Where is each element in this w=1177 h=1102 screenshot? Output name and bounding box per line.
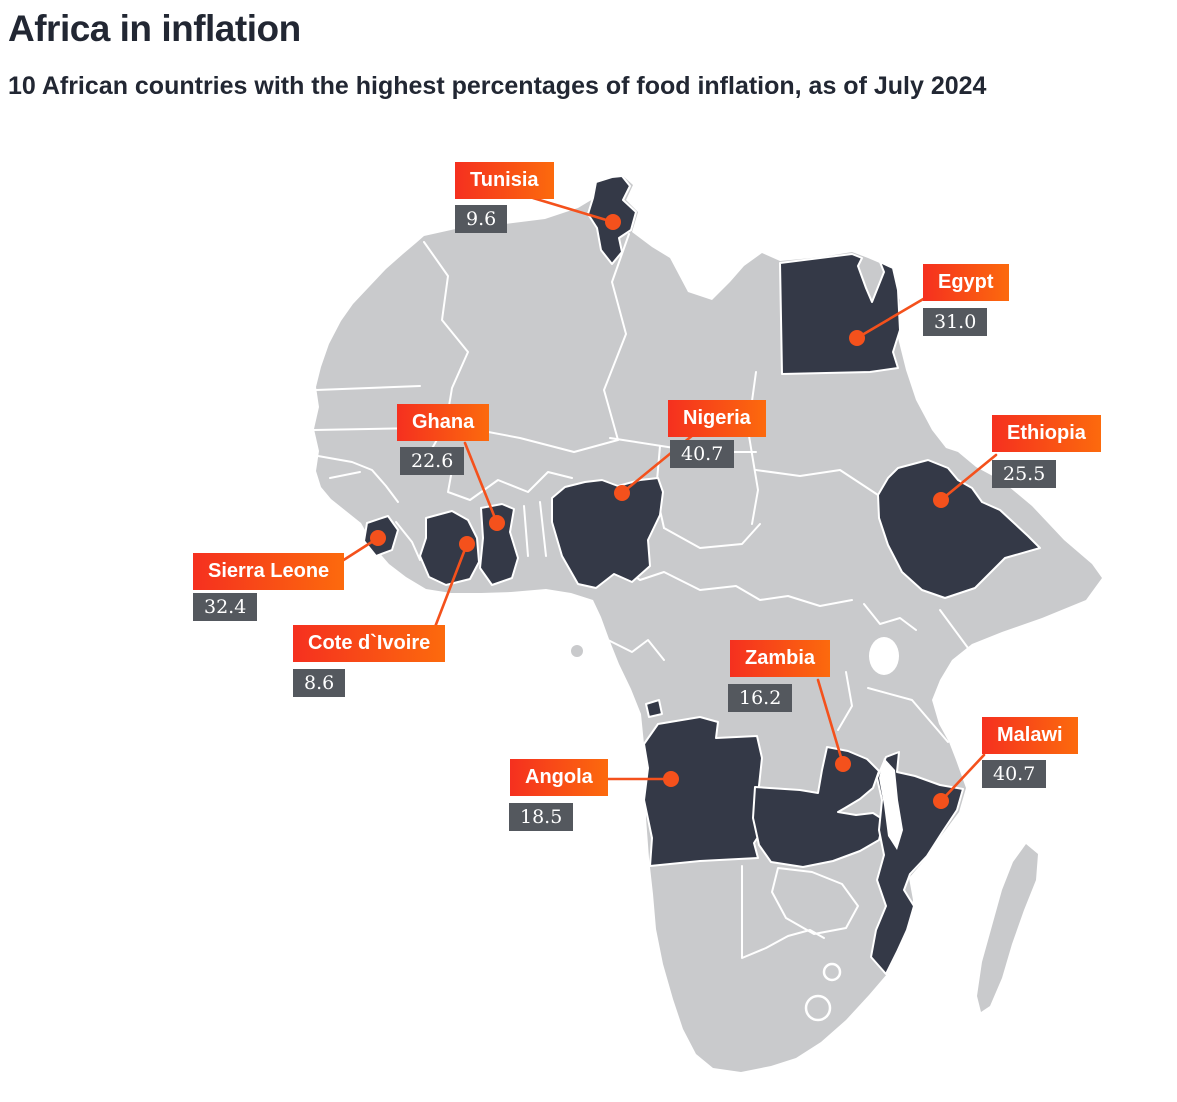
madagascar-shape — [977, 844, 1038, 1012]
leader-line-sierra-leone — [326, 536, 380, 572]
map-dot-ghana — [489, 515, 505, 531]
page-title: Africa in inflation — [8, 8, 301, 49]
leader-line-cote-d-ivoire — [433, 542, 469, 629]
country-shape-angola — [643, 716, 765, 867]
map-dot-tunisia — [605, 214, 621, 230]
map-dot-nigeria — [614, 485, 630, 501]
africa-continent-shape — [314, 175, 1102, 1072]
map-dot-zambia — [835, 756, 851, 772]
lake-malawi — [879, 758, 903, 850]
map-dot-sierra-leone — [370, 530, 386, 546]
country-shape-angola-cabinda — [645, 699, 663, 718]
map-dot-malawi — [933, 793, 949, 809]
country-shape-egypt — [779, 253, 901, 375]
lesotho-shape — [804, 994, 832, 1022]
country-shape-zambia — [752, 746, 885, 868]
highlighted-countries — [363, 175, 1041, 975]
map-dot-ethiopia — [933, 492, 949, 508]
leader-line-ethiopia — [939, 453, 998, 502]
map-dot-cote-d-ivoire — [459, 536, 475, 552]
country-shape-ethiopia — [877, 459, 1041, 599]
map-dot-angola — [663, 771, 679, 787]
country-shape-nigeria — [551, 477, 664, 589]
gulf-island-shape — [571, 645, 583, 657]
map-dot-egypt — [849, 330, 865, 346]
leader-line-egypt — [855, 296, 927, 340]
leader-line-zambia — [816, 678, 845, 766]
leader-line-ghana — [463, 441, 499, 525]
country-shape-cote-d-ivoire — [419, 510, 480, 586]
eswatini-shape — [822, 962, 842, 982]
leader-line-malawi — [939, 753, 986, 803]
page-subtitle: 10 African countries with the highest pe… — [8, 72, 987, 100]
leader-lines-layer — [326, 196, 998, 809]
lake-victoria — [869, 637, 899, 675]
leader-line-tunisia — [531, 196, 615, 224]
